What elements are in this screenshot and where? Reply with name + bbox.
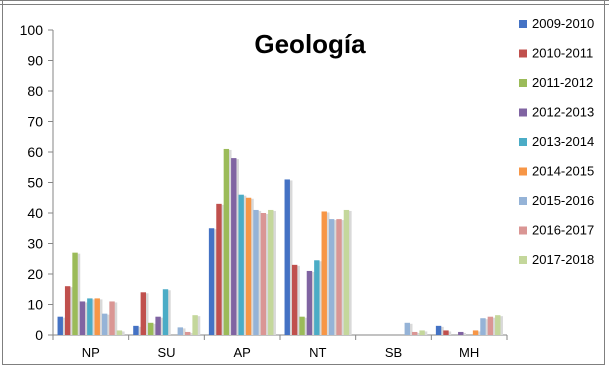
chart-title: Geología — [254, 29, 366, 59]
bar — [109, 301, 115, 335]
bar — [284, 179, 290, 335]
bar — [223, 148, 230, 335]
y-tick-label: 70 — [27, 114, 43, 130]
legend-label: 2016-2017 — [532, 223, 594, 238]
bar — [238, 194, 244, 335]
y-tick-label: 80 — [27, 83, 43, 99]
bar — [133, 325, 139, 335]
bar — [245, 197, 252, 335]
legend-label: 2011-2012 — [532, 75, 593, 90]
legend-label: 2017-2018 — [532, 252, 594, 267]
legend: 2009-2010 2010-2011 2011-2012 2012-2013 2013… — [519, 16, 594, 267]
bar — [192, 315, 198, 335]
bar — [299, 316, 305, 335]
bar — [208, 228, 215, 335]
bar — [458, 331, 464, 335]
bar — [411, 331, 418, 335]
x-category-label: SB — [385, 345, 402, 360]
bars — [57, 148, 503, 335]
legend-swatch — [519, 167, 527, 176]
bar — [155, 316, 161, 335]
legend-swatch — [519, 138, 527, 146]
y-tick-label: 20 — [27, 266, 43, 282]
bar — [443, 330, 449, 335]
bar — [268, 209, 274, 335]
bar — [419, 330, 425, 335]
bar — [116, 330, 123, 335]
legend-label: 2013-2014 — [532, 134, 594, 149]
y-tick-label: 0 — [35, 327, 43, 343]
legend-swatch — [519, 226, 527, 235]
bar — [57, 316, 63, 335]
legend-swatch — [519, 49, 527, 58]
legend-swatch — [519, 20, 527, 28]
bar — [216, 203, 222, 335]
bar — [184, 331, 191, 335]
bar — [231, 158, 237, 335]
bar — [101, 313, 108, 335]
bar — [162, 289, 169, 335]
bar — [435, 325, 442, 335]
bar — [79, 301, 86, 335]
y-tick-label: 30 — [27, 236, 43, 252]
bar — [148, 322, 154, 335]
bar — [253, 209, 259, 335]
legend-label: 2015-2016 — [532, 193, 594, 208]
bar — [487, 316, 494, 335]
bar — [495, 315, 501, 335]
bar — [177, 327, 183, 335]
legend-label: 2010-2011 — [532, 46, 593, 61]
bar — [291, 264, 298, 335]
bar — [314, 260, 320, 335]
legend-swatch — [519, 108, 527, 117]
x-category-label: NP — [82, 345, 100, 360]
axes: 0 10 20 30 40 50 60 70 80 90 100 NP SU AP NT SB MH — [20, 22, 508, 360]
x-category-label: SU — [157, 345, 175, 360]
x-category-label: MH — [459, 345, 479, 360]
y-tick-label: 60 — [27, 144, 43, 160]
y-tick-label: 10 — [27, 297, 43, 313]
x-category-label: AP — [233, 345, 250, 360]
bar — [306, 270, 313, 335]
bar — [404, 322, 410, 335]
bar — [321, 211, 327, 335]
bar — [72, 252, 78, 335]
bar — [480, 318, 486, 335]
bar — [336, 219, 342, 335]
legend-swatch — [519, 79, 527, 87]
legend-swatch — [519, 256, 527, 264]
chart-top-border — [0, 0, 609, 5]
legend-swatch — [519, 197, 527, 205]
legend-label: 2009-2010 — [532, 16, 594, 31]
bar — [260, 213, 267, 335]
bar — [94, 298, 100, 335]
y-tick-label: 100 — [20, 22, 44, 38]
y-tick-label: 40 — [27, 205, 43, 221]
bar — [343, 209, 350, 335]
legend-label: 2012-2013 — [532, 105, 594, 120]
bar — [328, 219, 335, 335]
bar — [87, 298, 93, 335]
bar — [64, 286, 71, 335]
y-tick-label: 90 — [27, 53, 43, 69]
x-category-label: NT — [309, 345, 326, 360]
y-tick-label: 50 — [27, 175, 43, 191]
bar — [472, 330, 479, 335]
bar — [140, 292, 147, 335]
legend-label: 2014-2015 — [532, 164, 594, 179]
